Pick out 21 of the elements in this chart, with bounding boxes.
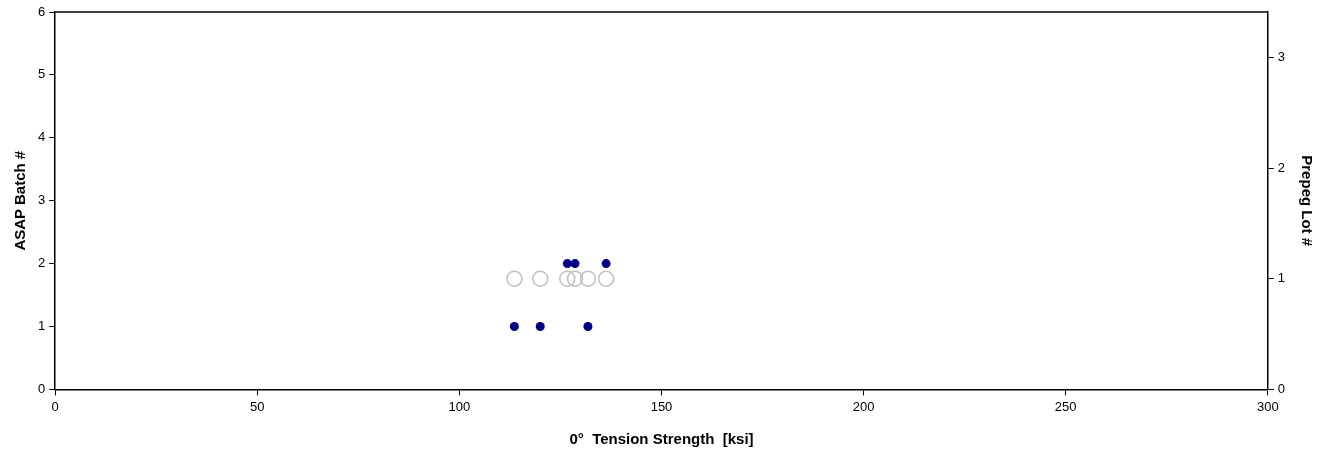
- y-tick-label: 4: [38, 129, 46, 145]
- y2-tick-label: 0: [1277, 380, 1285, 396]
- y2-axis-title: Prepeg Lot #: [1298, 155, 1316, 247]
- y-tick-label: 1: [38, 318, 46, 334]
- y2-tick-label: 2: [1277, 159, 1285, 175]
- x-tick-label: 100: [448, 398, 471, 414]
- y-axis-title: ASAP Batch #: [11, 150, 29, 251]
- x-tick-label: 200: [852, 398, 875, 414]
- x-tick-label: 50: [250, 398, 265, 414]
- y-tick-label: 6: [38, 3, 46, 19]
- x-tick-label: 0: [51, 398, 59, 414]
- x-tick-label: 300: [1256, 398, 1279, 414]
- x-tick-label: 250: [1054, 398, 1077, 414]
- y-tick-label: 0: [38, 380, 46, 396]
- y-tick-label: 5: [38, 66, 46, 82]
- y2-tick-label: 1: [1277, 270, 1285, 286]
- y-tick-label: 3: [38, 192, 46, 208]
- y-tick-label: 2: [38, 255, 46, 271]
- x-axis-title: 0° Tension Strength [ksi]: [569, 430, 754, 448]
- y2-tick-label: 3: [1277, 48, 1285, 64]
- x-tick-label: 150: [650, 398, 673, 414]
